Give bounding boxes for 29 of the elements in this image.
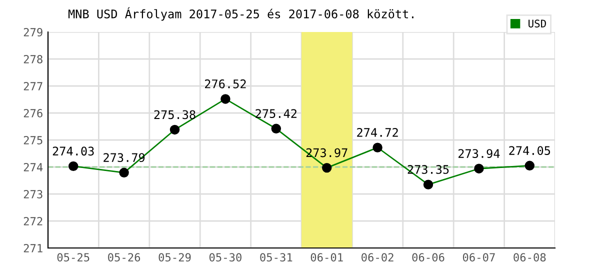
legend-label: USD [528,20,546,28]
chart-title: MNB USD Árfolyam 2017-05-25 és 2017-06-08 között. [68,7,414,21]
x-tick-label: 05-29 [158,253,191,262]
data-label: 275.38 [154,110,196,120]
data-label: 274.03 [52,146,94,156]
x-tick-label: 06-02 [362,253,394,262]
y-tick-label: 271 [24,244,42,252]
data-label: 273.94 [458,149,500,158]
y-tick-label: 276 [24,109,42,118]
y-tick-label: 278 [24,55,42,64]
x-tick-label: 05-30 [209,253,242,262]
data-label: 276.52 [205,79,246,88]
y-tick-label: 275 [24,136,42,144]
x-tick-label: 05-25 [57,253,90,262]
x-tick-label: 06-06 [412,253,444,262]
x-tick-label: 06-01 [310,253,343,262]
y-tick-label: 277 [24,82,42,90]
y-tick-label: 274 [24,163,43,172]
data-label: 274.72 [357,128,398,137]
x-tick-label: 05-31 [260,253,292,262]
data-label: 273.35 [408,165,449,174]
data-label: 274.05 [509,146,550,156]
x-tick-label: 06-07 [462,253,495,262]
y-tick-label: 272 [24,217,42,226]
x-tick-label: 06-08 [514,253,546,262]
y-tick-label: 273 [24,190,42,198]
data-label: 275.42 [256,109,296,118]
x-tick-label: 05-26 [108,253,140,262]
y-tick-label: 279 [24,28,42,36]
